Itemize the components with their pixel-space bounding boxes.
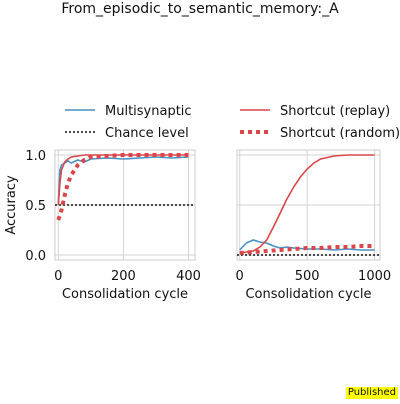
panel-left: 0 200 400 0.0 0.5 1.0 Consolidation cycle Accur… bbox=[4, 149, 201, 302]
y-tick-label: 1.0 bbox=[25, 149, 46, 164]
plot-frame bbox=[236, 149, 381, 261]
x-tick-label: 0 bbox=[236, 269, 244, 284]
figure-title: From_episodic_to_semantic_memory:_A bbox=[61, 1, 339, 17]
legend-label-multisynaptic: Multisynaptic bbox=[105, 104, 192, 119]
x-tick-label: 400 bbox=[176, 269, 201, 284]
legend-label-shortcut-random: Shortcut (random) bbox=[280, 126, 400, 141]
legend-label-shortcut-replay: Shortcut (replay) bbox=[280, 104, 390, 119]
y-axis-label: Accuracy bbox=[4, 175, 19, 235]
x-tick-label: 1000 bbox=[358, 269, 391, 284]
series-line-shortcut-random bbox=[239, 244, 375, 255]
published-badge: Published bbox=[345, 387, 398, 399]
legend: Multisynaptic Shortcut (replay) Chance lev… bbox=[65, 104, 400, 141]
y-tick-label: 0.0 bbox=[25, 249, 46, 264]
legend-label-chance-level: Chance level bbox=[105, 126, 189, 141]
x-axis-label: Consolidation cycle bbox=[245, 287, 371, 302]
y-tick-label: 0.5 bbox=[25, 199, 46, 214]
x-tick-label: 200 bbox=[111, 269, 136, 284]
series-line-multisynaptic bbox=[239, 239, 375, 251]
x-axis-label: Consolidation cycle bbox=[62, 287, 188, 302]
panel-right: 0 500 1000 Consolidation cycle bbox=[236, 149, 391, 302]
series-line-shortcut-replay bbox=[239, 154, 375, 254]
series-line-shortcut-random bbox=[56, 153, 189, 221]
x-tick-label: 0 bbox=[54, 269, 62, 284]
x-tick-label: 500 bbox=[295, 269, 320, 284]
